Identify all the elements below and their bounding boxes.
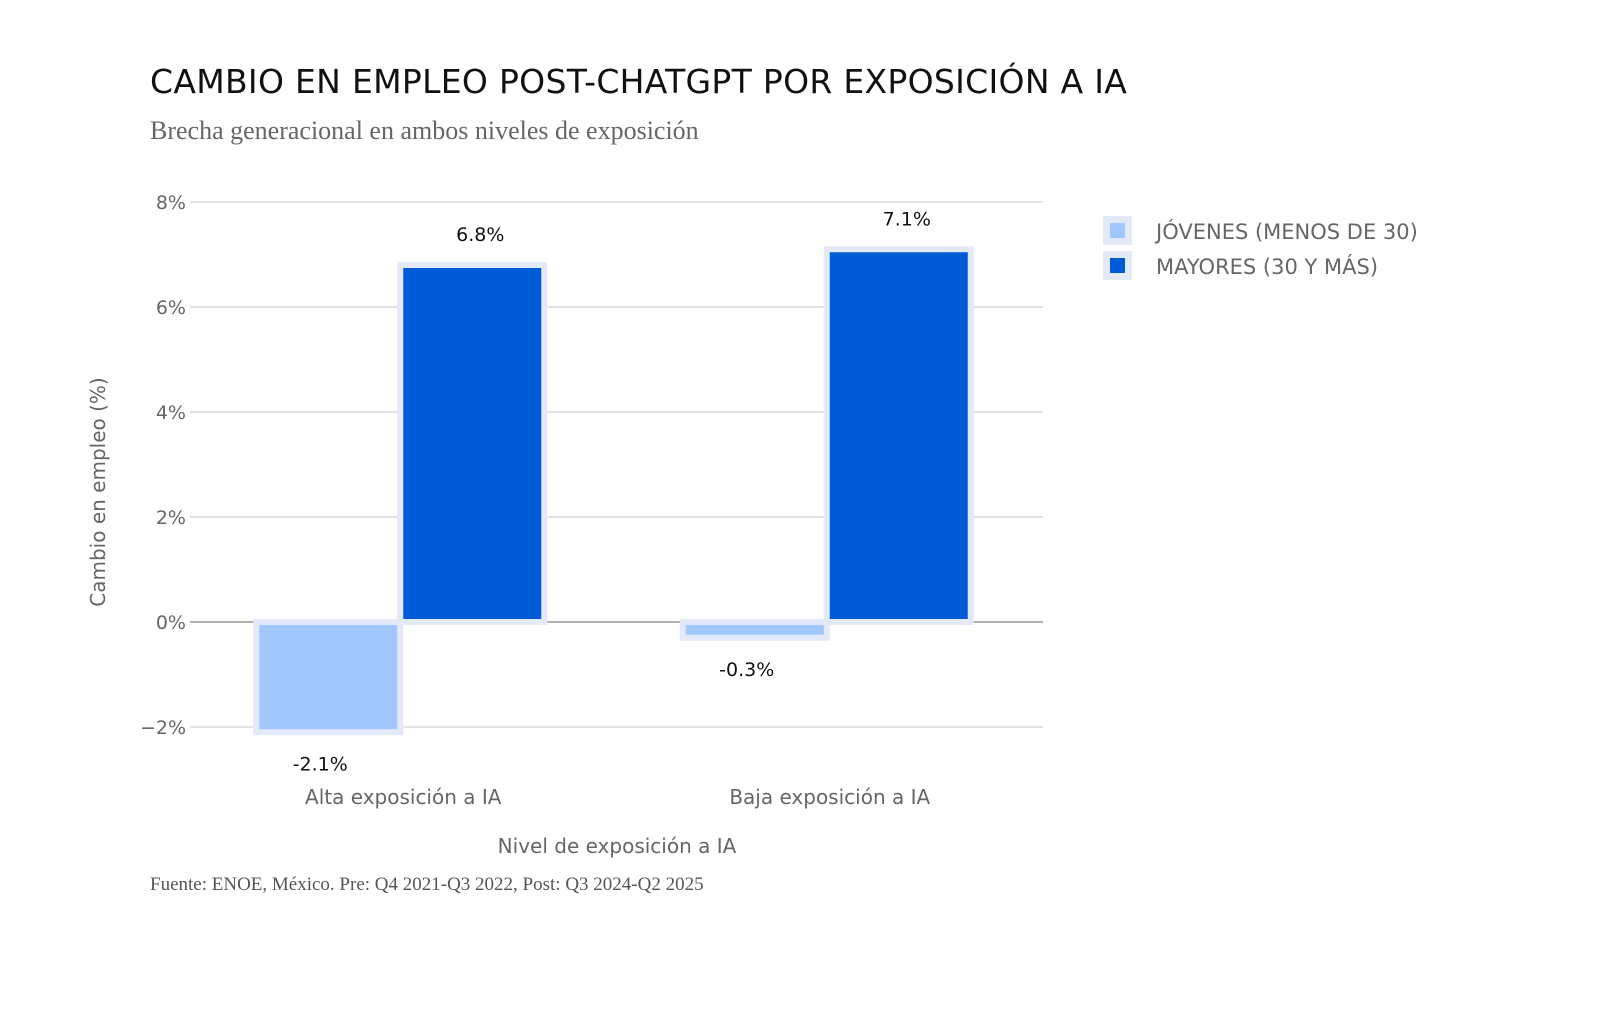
chart-subtitle: Brecha generacional en ambos niveles de … [150, 116, 699, 145]
data-label: 6.8% [456, 224, 504, 246]
y-tick-label: 2% [156, 507, 186, 529]
y-tick-label: 4% [156, 402, 186, 424]
x-tick-label: Alta exposición a IA [305, 785, 502, 809]
legend-label: JÓVENES (MENOS DE 30) [1154, 219, 1418, 244]
chart-title: CAMBIO EN EMPLEO POST-CHATGPT POR EXPOSI… [150, 62, 1128, 101]
legend-item[interactable]: JÓVENES (MENOS DE 30) [1103, 216, 1418, 245]
legend-swatch [1110, 223, 1125, 238]
x-axis-title: Nivel de exposición a IA [498, 834, 737, 858]
y-tick-label: −2% [140, 717, 186, 739]
bar [259, 625, 398, 730]
bar [403, 268, 542, 619]
legend-label: MAYORES (30 Y MÁS) [1156, 254, 1378, 279]
y-tick-label: 8% [156, 192, 186, 214]
y-tick-label: 0% [156, 612, 186, 634]
legend-swatch [1110, 258, 1125, 273]
bar [685, 625, 824, 635]
x-tick-label: Baja exposición a IA [729, 785, 930, 809]
data-label: -0.3% [719, 659, 774, 681]
data-label: 7.1% [883, 208, 931, 230]
y-axis-title: Cambio en empleo (%) [86, 377, 110, 606]
source-note: Fuente: ENOE, México. Pre: Q4 2021-Q3 20… [150, 874, 704, 895]
legend-item[interactable]: MAYORES (30 Y MÁS) [1103, 251, 1378, 280]
data-label: -2.1% [293, 753, 348, 775]
y-tick-label: 6% [156, 297, 186, 319]
bar [829, 252, 968, 619]
